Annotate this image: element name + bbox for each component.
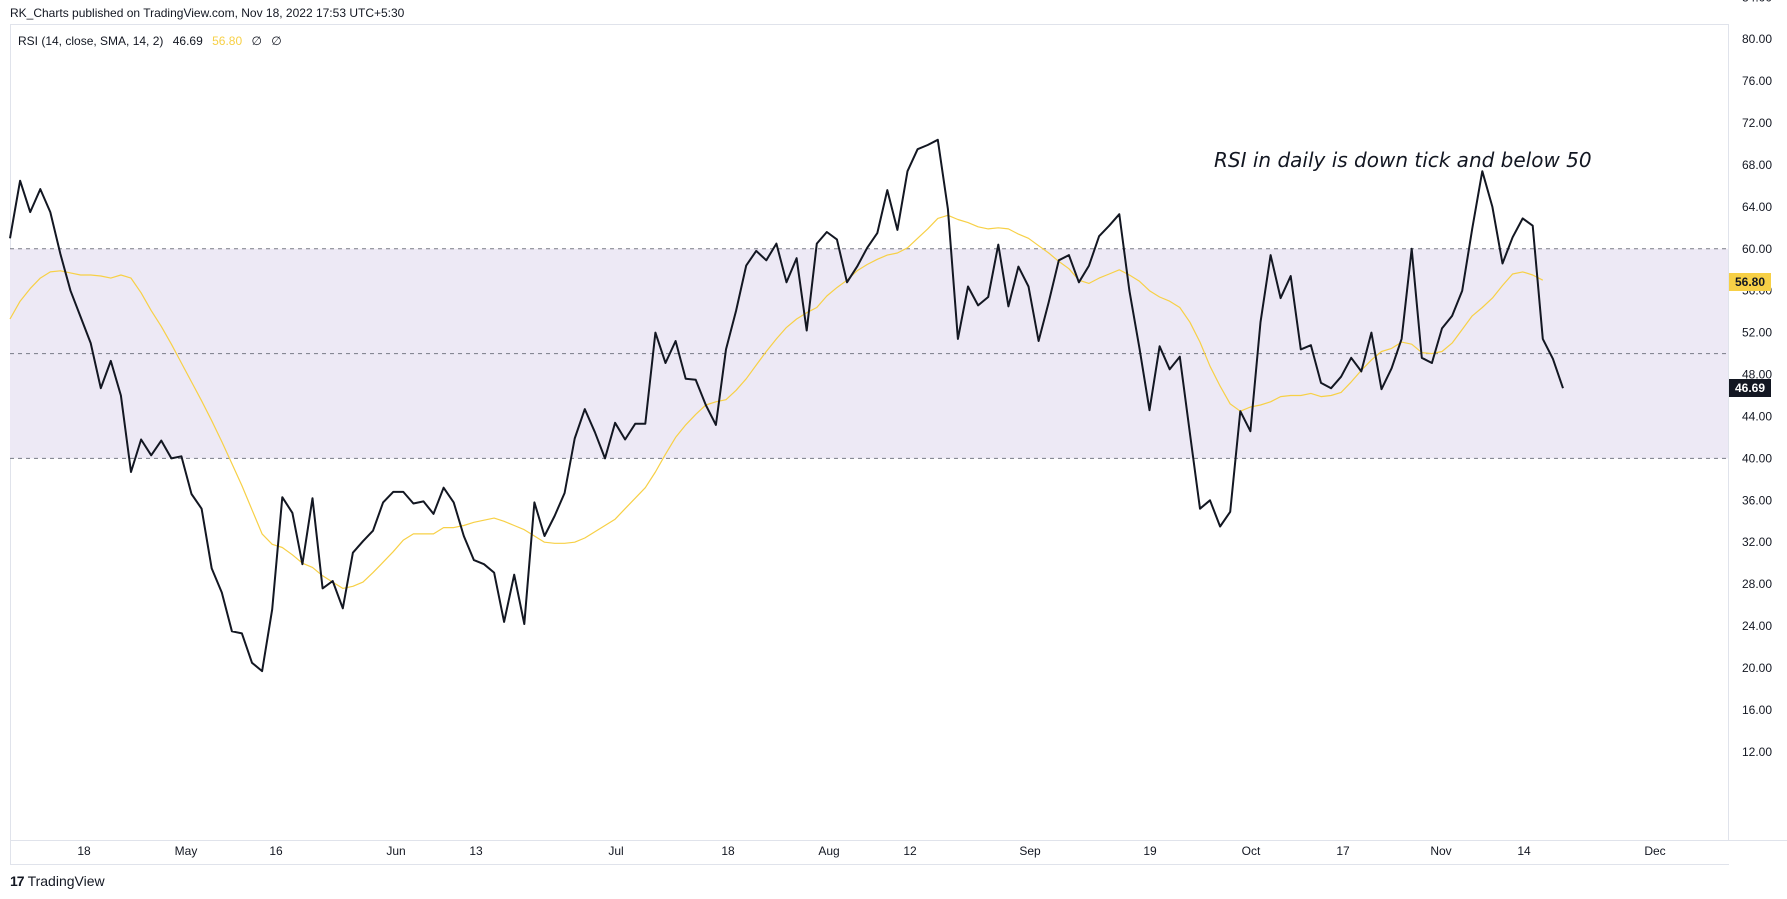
x-tick-label: 12 [903,844,917,858]
y-tick-label: 12.00 [1742,745,1772,759]
y-tick-label: 32.00 [1742,535,1772,549]
rsi-line [9,138,1564,673]
chart-annotation[interactable]: RSI in daily is down tick and below 50 [1214,148,1592,172]
indicator-legend[interactable]: RSI (14, close, SMA, 14, 2) 46.69 56.80 … [18,34,288,48]
y-tick-label: 52.00 [1742,326,1772,340]
x-tick-label: 13 [469,844,483,858]
legend-extra-2: ∅ [271,34,282,48]
y-tick-label: 40.00 [1742,451,1772,465]
x-tick-label: May [175,844,198,858]
legend-sma-value: 56.80 [212,34,243,48]
y-tick-label: 36.00 [1742,493,1772,507]
y-tick-label: 60.00 [1742,242,1772,256]
rsi-price-badge: 46.69 [1729,379,1772,398]
y-tick-label: 80.00 [1742,32,1772,46]
legend-name: RSI (14, close, SMA, 14, 2) [18,34,164,48]
publish-header: RK_Charts published on TradingView.com, … [10,6,405,20]
x-tick-label: 18 [721,844,735,858]
time-axis-border [10,840,1787,841]
sma-price-badge: 56.80 [1729,273,1772,292]
x-tick-label: 18 [77,844,91,858]
x-tick-label: Jul [608,844,623,858]
x-tick-label: Sep [1019,844,1041,858]
y-tick-label: 72.00 [1742,116,1772,130]
x-tick-label: 14 [1517,844,1531,858]
legend-extra-1: ∅ [251,34,262,48]
x-tick-label: Aug [818,844,839,858]
x-tick-label: Jun [386,844,405,858]
x-tick-label: Dec [1644,844,1665,858]
y-tick-label: 84.00 [1742,0,1772,4]
y-tick-label: 68.00 [1742,158,1772,172]
sma-line [9,214,1544,590]
y-tick-label: 76.00 [1742,74,1772,88]
x-tick-label: Oct [1242,844,1261,858]
y-tick-label: 44.00 [1742,409,1772,423]
footer: 17 TradingView [10,873,105,889]
y-tick-label: 16.00 [1742,703,1772,717]
y-tick-label: 64.00 [1742,200,1772,214]
x-tick-label: 17 [1336,844,1350,858]
price-axis-border [1728,24,1729,840]
y-tick-label: 20.00 [1742,661,1772,675]
x-tick-label: 19 [1143,844,1157,858]
legend-rsi-value: 46.69 [172,34,203,48]
y-tick-label: 48.00 [1742,368,1772,382]
tradingview-logo-icon: 17 [10,873,25,889]
footer-brand: TradingView [27,873,105,889]
y-tick-label: 24.00 [1742,619,1772,633]
x-tick-label: Nov [1430,844,1451,858]
x-tick-label: 16 [269,844,283,858]
y-tick-label: 28.00 [1742,577,1772,591]
